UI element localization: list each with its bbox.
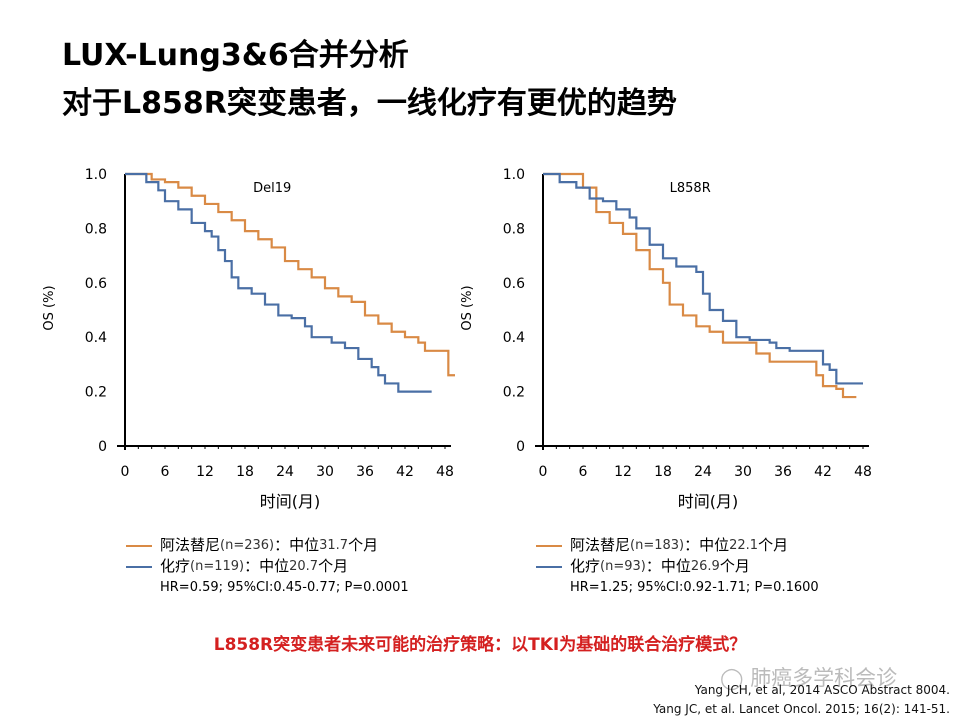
legend-median-label: ：中位 — [274, 536, 320, 554]
legend-name: 阿法替尼 — [570, 536, 631, 554]
x-tick-label: 12 — [196, 464, 214, 480]
legend-swatch — [126, 565, 152, 568]
series-line-afatinib — [125, 172, 455, 377]
legend-unit: 个月 — [318, 557, 349, 575]
chart-title: Del19 — [253, 181, 291, 196]
legend-n: (n=119) — [190, 559, 245, 574]
legend-item-chemo: 化疗 (n=93) ：中位 26.9 个月 — [536, 556, 819, 577]
x-tick-label: 36 — [774, 464, 792, 480]
reference-1: Yang JCH, et al, 2014 ASCO Abstract 8004… — [694, 683, 950, 697]
legend-item-chemo: 化疗 (n=119) ：中位 20.7 个月 — [126, 556, 409, 577]
legend-median-label: ：中位 — [684, 536, 730, 554]
y-tick-label: 1.0 — [503, 167, 525, 183]
x-tick-label: 24 — [276, 464, 294, 480]
legend-l858r: 阿法替尼 (n=183) ：中位 22.1 个月 化疗 (n=93) ：中位 26.9 个月 H… — [536, 535, 819, 598]
x-tick-label: 6 — [579, 464, 588, 480]
legend-unit: 个月 — [758, 536, 789, 554]
legend-swatch — [536, 565, 562, 568]
legend-unit: 个月 — [719, 557, 750, 575]
y-axis-label: OS (%) — [460, 285, 475, 330]
x-tick-label: 6 — [161, 464, 170, 480]
y-tick-label: 1.0 — [85, 167, 107, 183]
legend-del19: 阿法替尼 (n=236) ：中位 31.7 个月 化疗 (n=119) ：中位 20.7 个月 … — [126, 535, 409, 598]
chart-title: L858R — [670, 181, 711, 196]
legend-median-value: 31.7 — [319, 538, 349, 553]
x-tick-label: 0 — [539, 464, 548, 480]
x-tick-label: 18 — [236, 464, 254, 480]
y-tick-label: 0.2 — [503, 385, 525, 401]
watermark: ◯ 肺癌多学科会诊 — [720, 666, 898, 690]
x-tick-label: 42 — [814, 464, 832, 480]
x-tick-label: 48 — [436, 464, 454, 480]
legend-name: 阿法替尼 — [160, 536, 221, 554]
legend-median-value: 20.7 — [289, 559, 319, 574]
x-tick-label: 12 — [614, 464, 632, 480]
x-tick-label: 30 — [316, 464, 334, 480]
x-tick-label: 36 — [356, 464, 374, 480]
y-tick-label: 0.6 — [503, 276, 525, 292]
title-line-1: LUX-Lung3&6合并分析 — [62, 38, 409, 73]
series-line-chemo — [125, 172, 432, 393]
y-tick-label: 0.2 — [85, 385, 107, 401]
y-tick-label: 0.8 — [503, 221, 525, 237]
legend-n: (n=93) — [600, 559, 646, 574]
x-tick-label: 18 — [654, 464, 672, 480]
y-tick-label: 0 — [516, 439, 525, 455]
hr-stats: HR=1.25; 95%CI:0.92-1.71; P=0.1600 — [570, 580, 819, 595]
y-tick-label: 0 — [98, 439, 107, 455]
y-tick-label: 0.8 — [85, 221, 107, 237]
y-tick-label: 0.4 — [503, 330, 525, 346]
x-axis-label: 时间(月) — [678, 492, 739, 511]
legend-item-afatinib: 阿法替尼 (n=183) ：中位 22.1 个月 — [536, 535, 819, 556]
x-axis-label: 时间(月) — [260, 492, 321, 511]
y-tick-label: 0.6 — [85, 276, 107, 292]
x-tick-label: 48 — [854, 464, 872, 480]
x-tick-label: 24 — [694, 464, 712, 480]
y-tick-label: 0.4 — [85, 330, 107, 346]
reference-2: Yang JC, et al. Lancet Oncol. 2015; 16(2… — [653, 702, 950, 716]
legend-median-label: ：中位 — [645, 557, 691, 575]
series-line-chemo — [543, 172, 863, 385]
legend-unit: 个月 — [348, 536, 379, 554]
legend-median-value: 22.1 — [729, 538, 759, 553]
x-tick-label: 30 — [734, 464, 752, 480]
x-tick-label: 42 — [396, 464, 414, 480]
legend-name: 化疗 — [570, 557, 601, 575]
title-line-2: 对于L858R突变患者，一线化疗有更优的趋势 — [62, 86, 677, 121]
legend-swatch — [536, 544, 562, 547]
legend-median-value: 26.9 — [690, 559, 720, 574]
x-tick-label: 0 — [121, 464, 130, 480]
hr-stats: HR=0.59; 95%CI:0.45-0.77; P=0.0001 — [160, 580, 409, 595]
legend-swatch — [126, 544, 152, 547]
question-text: L858R突变患者未来可能的治疗策略：以TKI为基础的联合治疗模式？ — [213, 635, 747, 655]
series-line-afatinib — [543, 172, 857, 399]
legend-n: (n=236) — [220, 538, 275, 553]
legend-median-label: ：中位 — [244, 557, 290, 575]
legend-name: 化疗 — [160, 557, 191, 575]
y-axis-label: OS (%) — [42, 285, 57, 330]
legend-n: (n=183) — [630, 538, 685, 553]
legend-item-afatinib: 阿法替尼 (n=236) ：中位 31.7 个月 — [126, 535, 409, 556]
watermark-text: 肺癌多学科会诊 — [750, 666, 898, 690]
